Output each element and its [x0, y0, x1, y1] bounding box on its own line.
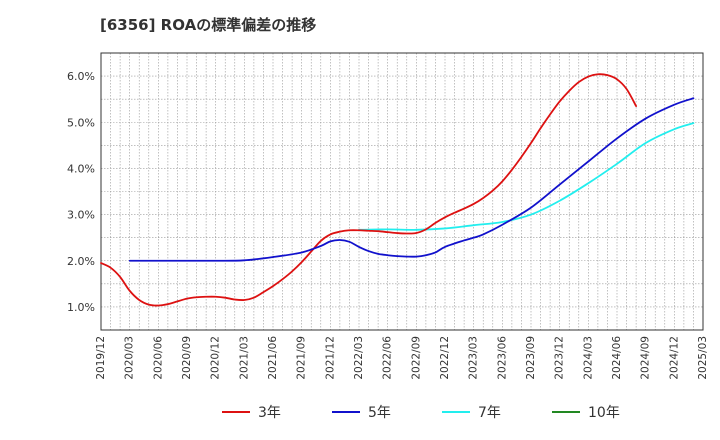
y-tick-label: 3.0%	[67, 209, 95, 222]
x-tick-label: 2022/09	[410, 336, 422, 380]
y-tick-label: 4.0%	[67, 162, 95, 175]
plot-border	[100, 52, 704, 331]
x-tick-label: 2023/09	[525, 336, 537, 380]
x-tick-label: 2024/09	[640, 336, 652, 380]
x-tick-label: 2022/12	[439, 336, 451, 380]
x-tick-label: 2025/03	[697, 336, 709, 380]
x-tick-label: 2021/09	[296, 336, 308, 380]
x-tick-label: 2020/09	[181, 336, 193, 380]
y-tick-label: 2.0%	[67, 255, 95, 268]
series-line-5年	[128, 97, 695, 262]
x-tick-label: 2023/12	[554, 336, 566, 380]
x-tick-label: 2024/03	[582, 336, 594, 380]
x-tick-label: 2023/03	[468, 336, 480, 380]
x-tick-label: 2024/06	[611, 336, 623, 380]
x-tick-label: 2023/06	[496, 336, 508, 380]
legend-label: 5年	[368, 405, 391, 421]
x-tick-label: 2020/06	[152, 336, 164, 380]
legend-label: 7年	[478, 405, 501, 421]
x-tick-label: 2021/12	[324, 336, 336, 380]
y-tick-label: 1.0%	[67, 301, 95, 314]
x-tick-label: 2022/06	[382, 336, 394, 380]
legend-label: 10年	[588, 405, 620, 421]
chart-title: [6356] ROAの標準偏差の推移	[100, 16, 317, 34]
y-tick-label: 6.0%	[67, 70, 95, 83]
x-tick-label: 2019/12	[95, 336, 107, 380]
x-tick-label: 2024/12	[668, 336, 680, 380]
x-tick-label: 2020/03	[124, 336, 136, 380]
legend-label: 3年	[258, 405, 281, 421]
x-tick-label: 2022/03	[353, 336, 365, 380]
series-line-7年	[358, 122, 695, 231]
x-tick-label: 2021/03	[238, 336, 250, 380]
y-tick-label: 5.0%	[67, 116, 95, 129]
x-tick-label: 2020/12	[210, 336, 222, 380]
x-tick-label: 2021/06	[267, 336, 279, 380]
series-line-3年	[100, 73, 638, 307]
